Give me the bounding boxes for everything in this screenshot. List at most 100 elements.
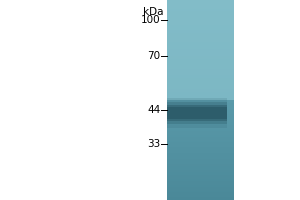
Bar — [167, 21, 234, 22]
Bar — [167, 158, 234, 159]
Bar — [167, 196, 234, 197]
Bar — [167, 169, 234, 170]
Bar — [167, 153, 234, 154]
Bar — [167, 3, 234, 4]
Bar — [167, 46, 234, 47]
Bar — [167, 172, 234, 173]
Bar — [167, 82, 234, 83]
Bar — [167, 24, 234, 25]
Bar — [167, 155, 234, 156]
Bar — [167, 150, 234, 151]
Bar — [167, 93, 234, 94]
Bar — [167, 194, 234, 195]
Bar — [167, 183, 234, 184]
Bar — [167, 85, 234, 86]
Bar — [167, 139, 234, 140]
Bar — [167, 161, 234, 162]
Bar — [167, 38, 234, 39]
Bar — [167, 47, 234, 48]
Bar — [167, 73, 234, 74]
Bar — [167, 112, 234, 113]
Bar — [167, 89, 234, 90]
Bar — [167, 154, 234, 155]
Bar — [167, 104, 234, 105]
Bar — [167, 114, 234, 115]
Bar — [167, 132, 234, 133]
Bar — [167, 146, 234, 147]
Bar — [167, 64, 234, 65]
Bar — [167, 148, 234, 149]
Bar — [167, 170, 234, 171]
Bar — [167, 53, 234, 54]
Bar — [167, 1, 234, 2]
Bar — [167, 185, 234, 186]
Bar — [167, 111, 234, 112]
Bar — [167, 119, 234, 120]
Bar — [167, 45, 234, 46]
Bar — [167, 147, 234, 148]
Bar — [167, 83, 234, 84]
Bar — [167, 157, 234, 158]
Bar — [167, 51, 234, 52]
Bar — [167, 118, 234, 119]
Bar — [167, 71, 234, 72]
Bar — [167, 27, 234, 28]
Bar — [167, 176, 234, 177]
Bar — [167, 186, 234, 187]
Bar — [167, 144, 234, 145]
Bar — [167, 56, 234, 57]
Bar — [167, 141, 234, 142]
Bar — [167, 179, 234, 180]
Text: 70: 70 — [147, 51, 161, 61]
Bar — [167, 189, 234, 190]
Bar — [167, 57, 234, 58]
Text: 33: 33 — [147, 139, 161, 149]
Bar — [167, 25, 234, 26]
Bar — [167, 15, 234, 16]
Bar — [167, 140, 234, 141]
Bar — [167, 115, 234, 116]
Bar — [167, 107, 234, 108]
Bar — [167, 79, 234, 80]
Bar — [167, 70, 234, 71]
Bar — [167, 98, 234, 99]
Bar — [167, 126, 234, 127]
Bar — [167, 168, 234, 169]
Bar — [167, 160, 234, 161]
Bar — [167, 28, 234, 29]
Bar — [167, 2, 234, 3]
Bar — [167, 110, 234, 111]
Bar — [167, 113, 234, 114]
Bar — [167, 6, 234, 7]
Bar — [167, 105, 234, 106]
Bar — [167, 195, 234, 196]
Bar — [167, 18, 234, 19]
Bar — [167, 5, 234, 6]
Bar — [167, 31, 234, 32]
Bar — [167, 59, 234, 60]
Bar — [167, 193, 234, 194]
Bar — [167, 187, 234, 188]
Bar — [167, 43, 234, 44]
Bar — [167, 20, 234, 21]
Bar — [167, 72, 234, 73]
Bar — [167, 37, 234, 38]
Bar — [167, 42, 234, 43]
Bar — [167, 124, 234, 125]
Bar — [167, 12, 234, 13]
Bar — [167, 94, 234, 95]
Bar — [167, 162, 234, 163]
Bar — [167, 167, 234, 168]
Bar — [167, 134, 234, 135]
Bar — [167, 181, 234, 182]
Bar — [167, 123, 234, 124]
Bar — [167, 120, 234, 121]
Bar — [167, 11, 234, 12]
Bar — [167, 69, 234, 70]
Bar — [167, 48, 234, 49]
Bar — [167, 75, 234, 76]
Bar — [167, 10, 234, 11]
Bar — [167, 61, 234, 62]
Bar — [167, 76, 234, 77]
Bar — [167, 101, 234, 102]
